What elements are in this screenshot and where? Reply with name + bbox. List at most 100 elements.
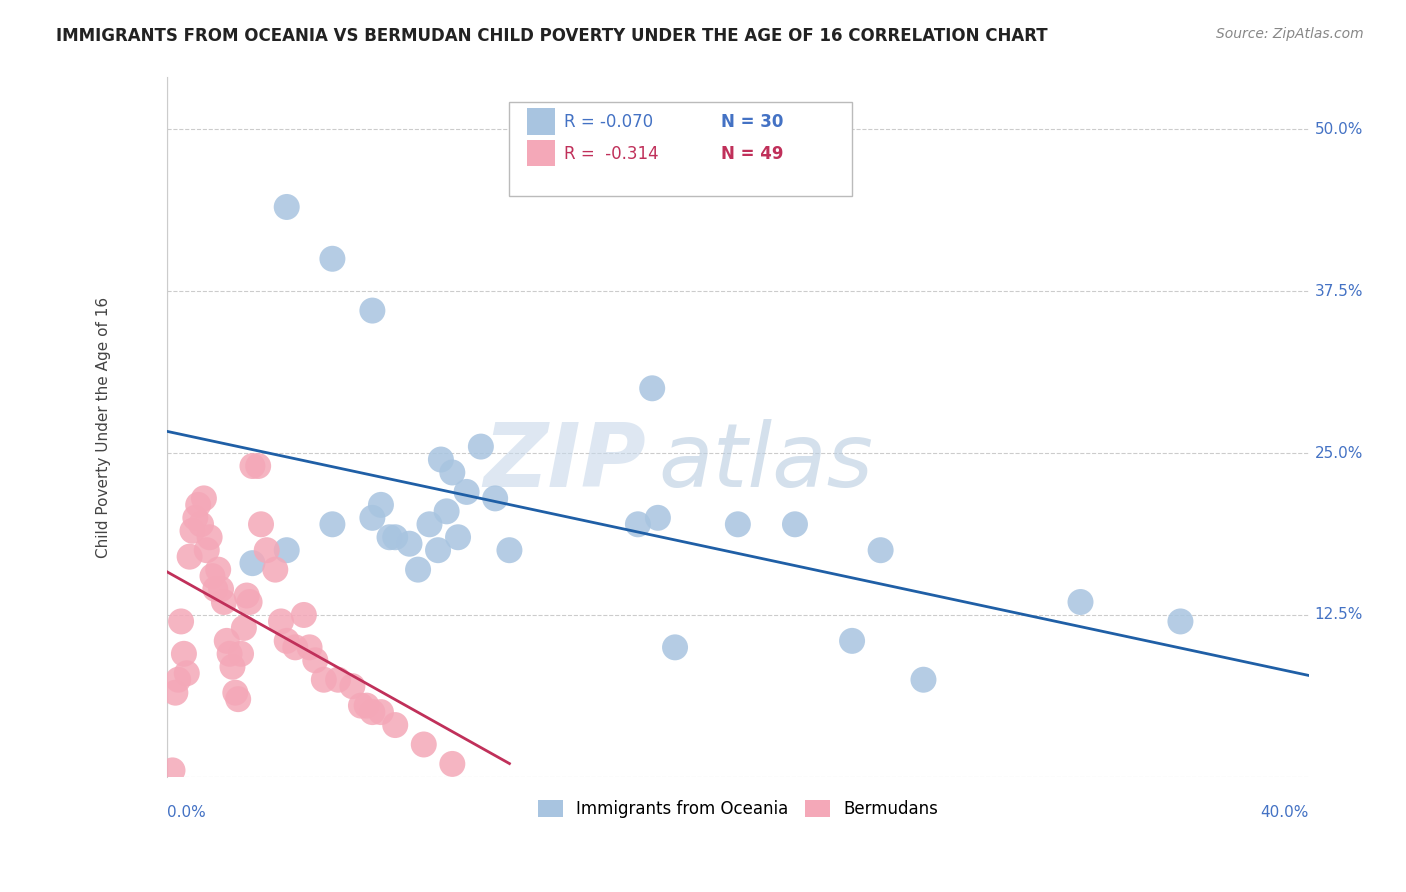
Bar xyxy=(527,108,555,135)
Bermudans xyxy=(170,615,193,629)
Bermudans xyxy=(370,705,392,719)
Immigrants from Oceania xyxy=(869,543,891,558)
Bermudans xyxy=(226,692,249,706)
Immigrants from Oceania xyxy=(664,640,686,655)
Bermudans xyxy=(361,705,384,719)
Text: 0.0%: 0.0% xyxy=(167,805,205,820)
Bermudans xyxy=(179,549,201,564)
Immigrants from Oceania xyxy=(361,303,384,318)
Text: ZIP: ZIP xyxy=(484,418,647,506)
Bermudans xyxy=(187,498,209,512)
Text: 25.0%: 25.0% xyxy=(1315,446,1362,460)
Immigrants from Oceania xyxy=(498,543,520,558)
Immigrants from Oceania xyxy=(627,517,650,532)
Immigrants from Oceania xyxy=(276,200,298,214)
Bermudans xyxy=(284,640,307,655)
Immigrants from Oceania xyxy=(427,543,450,558)
Bermudans xyxy=(193,491,215,506)
Text: R = -0.070: R = -0.070 xyxy=(564,113,654,131)
Bermudans xyxy=(276,633,298,648)
Bermudans xyxy=(181,524,204,538)
Immigrants from Oceania xyxy=(447,530,470,544)
Bermudans xyxy=(247,458,270,473)
Bermudans xyxy=(195,543,218,558)
Bermudans xyxy=(212,595,235,609)
Bermudans xyxy=(218,647,240,661)
Text: 12.5%: 12.5% xyxy=(1315,607,1362,623)
Bermudans xyxy=(412,738,434,752)
Bermudans xyxy=(201,569,224,583)
Immigrants from Oceania xyxy=(484,491,506,506)
Bermudans xyxy=(326,673,349,687)
Text: atlas: atlas xyxy=(658,419,873,505)
Immigrants from Oceania xyxy=(436,504,458,518)
Bermudans xyxy=(441,756,464,771)
Immigrants from Oceania xyxy=(321,252,343,266)
Immigrants from Oceania xyxy=(456,484,478,499)
Bermudans xyxy=(235,589,257,603)
Immigrants from Oceania xyxy=(1170,615,1192,629)
Immigrants from Oceania xyxy=(841,633,863,648)
Text: Child Poverty Under the Age of 16: Child Poverty Under the Age of 16 xyxy=(97,297,111,558)
Bermudans xyxy=(173,647,195,661)
Immigrants from Oceania xyxy=(641,381,664,395)
Legend: Immigrants from Oceania, Bermudans: Immigrants from Oceania, Bermudans xyxy=(531,793,945,824)
Immigrants from Oceania xyxy=(406,563,429,577)
Immigrants from Oceania xyxy=(378,530,401,544)
Bermudans xyxy=(229,647,252,661)
Bermudans xyxy=(264,563,287,577)
Immigrants from Oceania xyxy=(647,511,669,525)
Bermudans xyxy=(356,698,378,713)
Immigrants from Oceania xyxy=(361,511,384,525)
Bermudans xyxy=(167,673,190,687)
Text: 50.0%: 50.0% xyxy=(1315,121,1362,136)
Text: N = 30: N = 30 xyxy=(721,113,783,131)
Text: 37.5%: 37.5% xyxy=(1315,284,1364,299)
Text: N = 49: N = 49 xyxy=(721,145,783,163)
Bermudans xyxy=(190,517,212,532)
Text: IMMIGRANTS FROM OCEANIA VS BERMUDAN CHILD POVERTY UNDER THE AGE OF 16 CORRELATIO: IMMIGRANTS FROM OCEANIA VS BERMUDAN CHIL… xyxy=(56,27,1047,45)
Bermudans xyxy=(204,582,226,596)
Immigrants from Oceania xyxy=(321,517,343,532)
Immigrants from Oceania xyxy=(370,498,392,512)
Immigrants from Oceania xyxy=(470,440,492,454)
Bermudans xyxy=(209,582,232,596)
Text: Source: ZipAtlas.com: Source: ZipAtlas.com xyxy=(1216,27,1364,41)
Bermudans xyxy=(224,686,246,700)
Immigrants from Oceania xyxy=(276,543,298,558)
Bermudans xyxy=(215,633,238,648)
Bermudans xyxy=(232,621,254,635)
Text: R =  -0.314: R = -0.314 xyxy=(564,145,659,163)
Bermudans xyxy=(250,517,273,532)
Bermudans xyxy=(162,764,184,778)
Immigrants from Oceania xyxy=(783,517,806,532)
Immigrants from Oceania xyxy=(242,556,264,570)
Bermudans xyxy=(207,563,229,577)
Bermudans xyxy=(221,660,243,674)
FancyBboxPatch shape xyxy=(509,102,852,196)
Immigrants from Oceania xyxy=(418,517,440,532)
Bermudans xyxy=(198,530,221,544)
Bermudans xyxy=(384,718,406,732)
Immigrants from Oceania xyxy=(912,673,935,687)
Immigrants from Oceania xyxy=(727,517,749,532)
Bermudans xyxy=(298,640,321,655)
Bermudans xyxy=(292,607,315,622)
Bar xyxy=(527,140,555,166)
Bermudans xyxy=(176,666,198,681)
Bermudans xyxy=(342,679,364,693)
Immigrants from Oceania xyxy=(430,452,453,467)
Bermudans xyxy=(184,511,207,525)
Bermudans xyxy=(165,686,187,700)
Bermudans xyxy=(239,595,262,609)
Text: 40.0%: 40.0% xyxy=(1261,805,1309,820)
Bermudans xyxy=(312,673,335,687)
Immigrants from Oceania xyxy=(441,466,464,480)
Bermudans xyxy=(256,543,278,558)
Bermudans xyxy=(242,458,264,473)
Bermudans xyxy=(304,653,326,667)
Immigrants from Oceania xyxy=(384,530,406,544)
Immigrants from Oceania xyxy=(398,537,420,551)
Bermudans xyxy=(270,615,292,629)
Bermudans xyxy=(350,698,373,713)
